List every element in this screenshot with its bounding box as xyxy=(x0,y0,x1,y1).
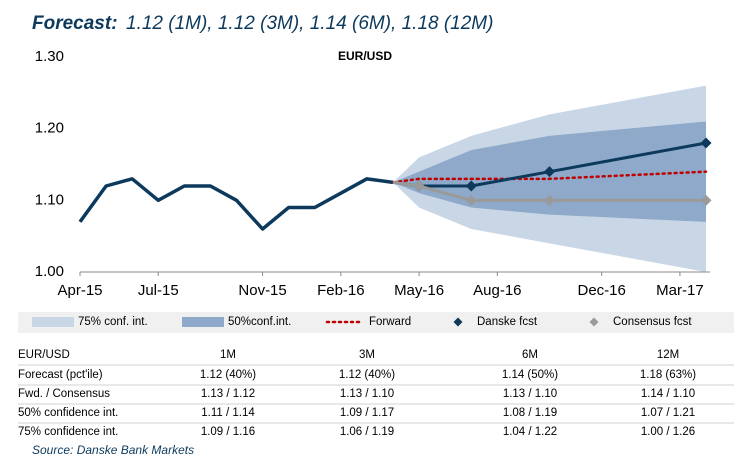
x-tick-label: Aug-16 xyxy=(473,282,521,299)
table-cell: 1.14 (50%) xyxy=(502,369,558,381)
table-header: 12M xyxy=(657,349,679,361)
table-cell: 1.18 (63%) xyxy=(640,369,696,381)
table-header: 6M xyxy=(522,349,538,361)
table-header: 3M xyxy=(359,349,375,361)
x-tick-label: Dec-16 xyxy=(577,282,625,299)
legend-swatch xyxy=(589,317,599,327)
table-cell: 50% confidence int. xyxy=(18,407,118,419)
table-cell: Forecast (pct'ile) xyxy=(18,369,103,381)
table-cell: 75% confidence int. xyxy=(18,426,118,438)
history-line xyxy=(78,177,394,231)
forecast-marker xyxy=(413,180,425,192)
table-cell: 1.13 / 1.10 xyxy=(503,388,557,400)
legend-label: 75% conf. int. xyxy=(78,316,148,328)
table-header: 1M xyxy=(220,349,236,361)
x-tick-label: Feb-16 xyxy=(317,282,365,299)
forecast-marker xyxy=(700,137,712,149)
x-tick-label: Mar-17 xyxy=(656,282,704,299)
forecast-marker xyxy=(544,194,555,206)
legend-label: Consensus fcst xyxy=(613,316,692,328)
table-cell: 1.11 / 1.14 xyxy=(201,407,255,419)
table-cell: 1.06 / 1.19 xyxy=(340,426,394,438)
x-tick-label: Nov-15 xyxy=(238,282,286,299)
y-tick-label: 1.30 xyxy=(35,48,64,65)
chart-title: Forecast: xyxy=(32,13,118,34)
forward-line xyxy=(391,170,708,184)
legend-label: Danske fcst xyxy=(477,316,538,328)
annotation: EUR/USD xyxy=(338,49,392,63)
chart-subtitle: 1.12 (1M), 1.12 (3M), 1.14 (6M), 1.18 (1… xyxy=(126,13,493,34)
x-tick-label: Jul-15 xyxy=(138,282,179,299)
table-header: EUR/USD xyxy=(18,349,70,361)
table-cell: 1.09 / 1.17 xyxy=(340,407,394,419)
table-cell: 1.08 / 1.19 xyxy=(503,407,557,419)
source: Source: Danske Bank Markets xyxy=(32,443,194,457)
legend-label: 50%conf.int. xyxy=(228,316,291,328)
y-tick-label: 1.00 xyxy=(35,263,64,280)
legend-swatch xyxy=(453,317,463,327)
table-cell: 1.07 / 1.21 xyxy=(641,407,695,419)
x-tick-label: Apr-15 xyxy=(57,282,102,299)
forecast-marker xyxy=(465,194,477,206)
x-tick-label: May-16 xyxy=(394,282,444,299)
table-cell: 1.12 (40%) xyxy=(339,369,395,381)
y-tick-label: 1.10 xyxy=(35,191,64,208)
legend-swatch xyxy=(182,317,224,327)
y-tick-label: 1.20 xyxy=(35,120,64,137)
table-cell: 1.14 / 1.10 xyxy=(641,388,695,400)
forecast-marker xyxy=(465,180,477,192)
table-cell: 1.09 / 1.16 xyxy=(201,426,255,438)
table-cell: 1.13 / 1.12 xyxy=(201,388,255,400)
legend-label: Forward xyxy=(369,316,411,328)
table-cell: 1.13 / 1.10 xyxy=(340,388,394,400)
table-cell: 1.00 / 1.26 xyxy=(641,426,695,438)
table-cell: 1.12 (40%) xyxy=(200,369,256,381)
forecast-marker xyxy=(544,166,555,178)
legend-swatch xyxy=(32,317,74,327)
table-cell: Fwd. / Consensus xyxy=(18,388,110,400)
table-cell: 1.04 / 1.22 xyxy=(503,426,557,438)
forecast-marker xyxy=(700,194,712,206)
